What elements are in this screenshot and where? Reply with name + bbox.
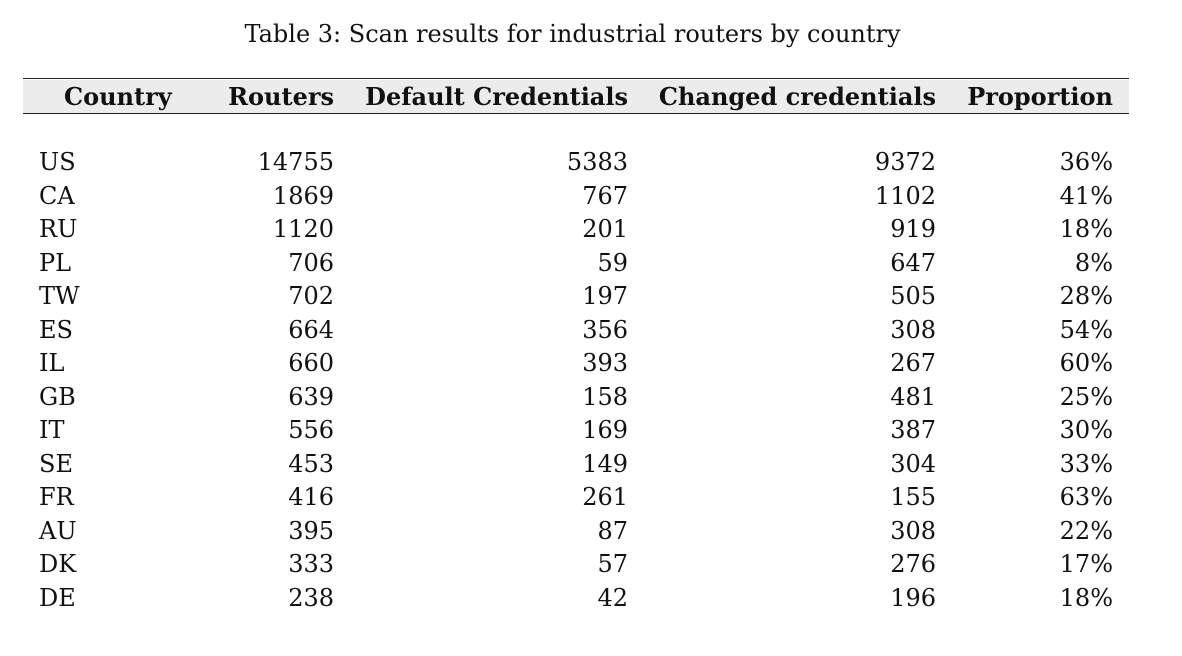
proportion-cell: 22%	[1059, 516, 1113, 545]
default-credentials-cell: 767	[582, 181, 628, 210]
routers-cell: 395	[288, 516, 334, 545]
header-changed-credentials: Changed credentials	[658, 82, 936, 111]
proportion-cell: 28%	[1059, 282, 1113, 310]
default-credentials-cell: 197	[582, 282, 628, 310]
country-cell: IL	[39, 349, 65, 377]
proportion-cell: 18%	[1059, 583, 1113, 612]
header-default-credentials: Default Credentials	[365, 82, 628, 111]
changed-credentials-cell: 481	[890, 382, 936, 411]
default-credentials-cell: 356	[582, 315, 628, 344]
changed-credentials-cell: 9372	[874, 148, 936, 176]
routers-cell: 453	[288, 449, 334, 478]
table-body: US 14755 5383 9372 36% CA 1869 767 1102 41% RU 1120…	[0, 146, 1182, 615]
table-header-rule	[23, 113, 1129, 114]
country-cell: PL	[39, 248, 72, 277]
default-credentials-cell: 169	[582, 416, 628, 444]
proportion-cell: 8%	[1074, 248, 1113, 277]
default-credentials-cell: 5383	[566, 148, 628, 176]
proportion-cell: 17%	[1059, 550, 1113, 578]
routers-cell: 664	[288, 315, 334, 344]
changed-credentials-cell: 267	[890, 349, 936, 377]
proportion-cell: 63%	[1059, 483, 1113, 511]
changed-credentials-cell: 308	[890, 516, 936, 545]
header-routers: Routers	[228, 82, 334, 111]
proportion-cell: 36%	[1059, 148, 1113, 176]
country-cell: TW	[39, 282, 80, 310]
changed-credentials-cell: 155	[890, 483, 936, 511]
country-cell: GB	[39, 382, 76, 411]
table-row: RU 1120 201 919 18%	[0, 213, 1182, 247]
changed-credentials-cell: 276	[890, 550, 936, 578]
country-cell: SE	[39, 449, 73, 478]
default-credentials-cell: 261	[582, 483, 628, 511]
routers-cell: 556	[288, 416, 334, 444]
table-row: PL 706 59 647 8%	[0, 247, 1182, 281]
country-cell: RU	[39, 215, 78, 243]
routers-cell: 1120	[272, 215, 334, 243]
country-cell: ES	[39, 315, 73, 344]
default-credentials-cell: 201	[582, 215, 628, 243]
changed-credentials-cell: 919	[890, 215, 936, 243]
table-row: TW 702 197 505 28%	[0, 280, 1182, 314]
changed-credentials-cell: 647	[890, 248, 936, 277]
changed-credentials-cell: 308	[890, 315, 936, 344]
country-cell: DE	[39, 583, 76, 612]
country-cell: IT	[39, 416, 65, 444]
routers-cell: 639	[288, 382, 334, 411]
table-row: AU 395 87 308 22%	[0, 515, 1182, 549]
default-credentials-cell: 158	[582, 382, 628, 411]
header-country: Country	[64, 82, 172, 111]
table-row: FR 416 261 155 63%	[0, 481, 1182, 515]
default-credentials-cell: 59	[597, 248, 628, 277]
changed-credentials-cell: 304	[890, 449, 936, 478]
country-cell: DK	[39, 550, 77, 578]
country-cell: CA	[39, 181, 75, 210]
table-row: SE 453 149 304 33%	[0, 448, 1182, 482]
proportion-cell: 41%	[1059, 181, 1113, 210]
default-credentials-cell: 393	[582, 349, 628, 377]
proportion-cell: 25%	[1059, 382, 1113, 411]
proportion-cell: 60%	[1059, 349, 1113, 377]
table-row: DE 238 42 196 18%	[0, 582, 1182, 616]
routers-cell: 333	[288, 550, 334, 578]
routers-cell: 14755	[257, 148, 334, 176]
table-row: IL 660 393 267 60%	[0, 347, 1182, 381]
table-row: GB 639 158 481 25%	[0, 381, 1182, 415]
table-row: CA 1869 767 1102 41%	[0, 180, 1182, 214]
country-cell: AU	[39, 516, 77, 545]
proportion-cell: 30%	[1059, 416, 1113, 444]
routers-cell: 706	[288, 248, 334, 277]
routers-cell: 660	[288, 349, 334, 377]
header-proportion: Proportion	[967, 82, 1113, 111]
table-row: US 14755 5383 9372 36%	[0, 146, 1182, 180]
routers-cell: 416	[288, 483, 334, 511]
changed-credentials-cell: 387	[890, 416, 936, 444]
default-credentials-cell: 42	[597, 583, 628, 612]
table-caption: Table 3: Scan results for industrial rou…	[244, 20, 901, 48]
routers-cell: 702	[288, 282, 334, 310]
table-row: DK 333 57 276 17%	[0, 548, 1182, 582]
routers-cell: 238	[288, 583, 334, 612]
changed-credentials-cell: 1102	[874, 181, 936, 210]
table-header-band	[23, 80, 1129, 113]
table-top-rule	[23, 78, 1129, 79]
table-row: ES 664 356 308 54%	[0, 314, 1182, 348]
proportion-cell: 54%	[1059, 315, 1113, 344]
default-credentials-cell: 57	[597, 550, 628, 578]
proportion-cell: 18%	[1059, 215, 1113, 243]
country-cell: US	[39, 148, 76, 176]
proportion-cell: 33%	[1059, 449, 1113, 478]
changed-credentials-cell: 196	[890, 583, 936, 612]
default-credentials-cell: 149	[582, 449, 628, 478]
routers-cell: 1869	[272, 181, 334, 210]
country-cell: FR	[39, 483, 74, 511]
table-row: IT 556 169 387 30%	[0, 414, 1182, 448]
default-credentials-cell: 87	[597, 516, 628, 545]
changed-credentials-cell: 505	[890, 282, 936, 310]
